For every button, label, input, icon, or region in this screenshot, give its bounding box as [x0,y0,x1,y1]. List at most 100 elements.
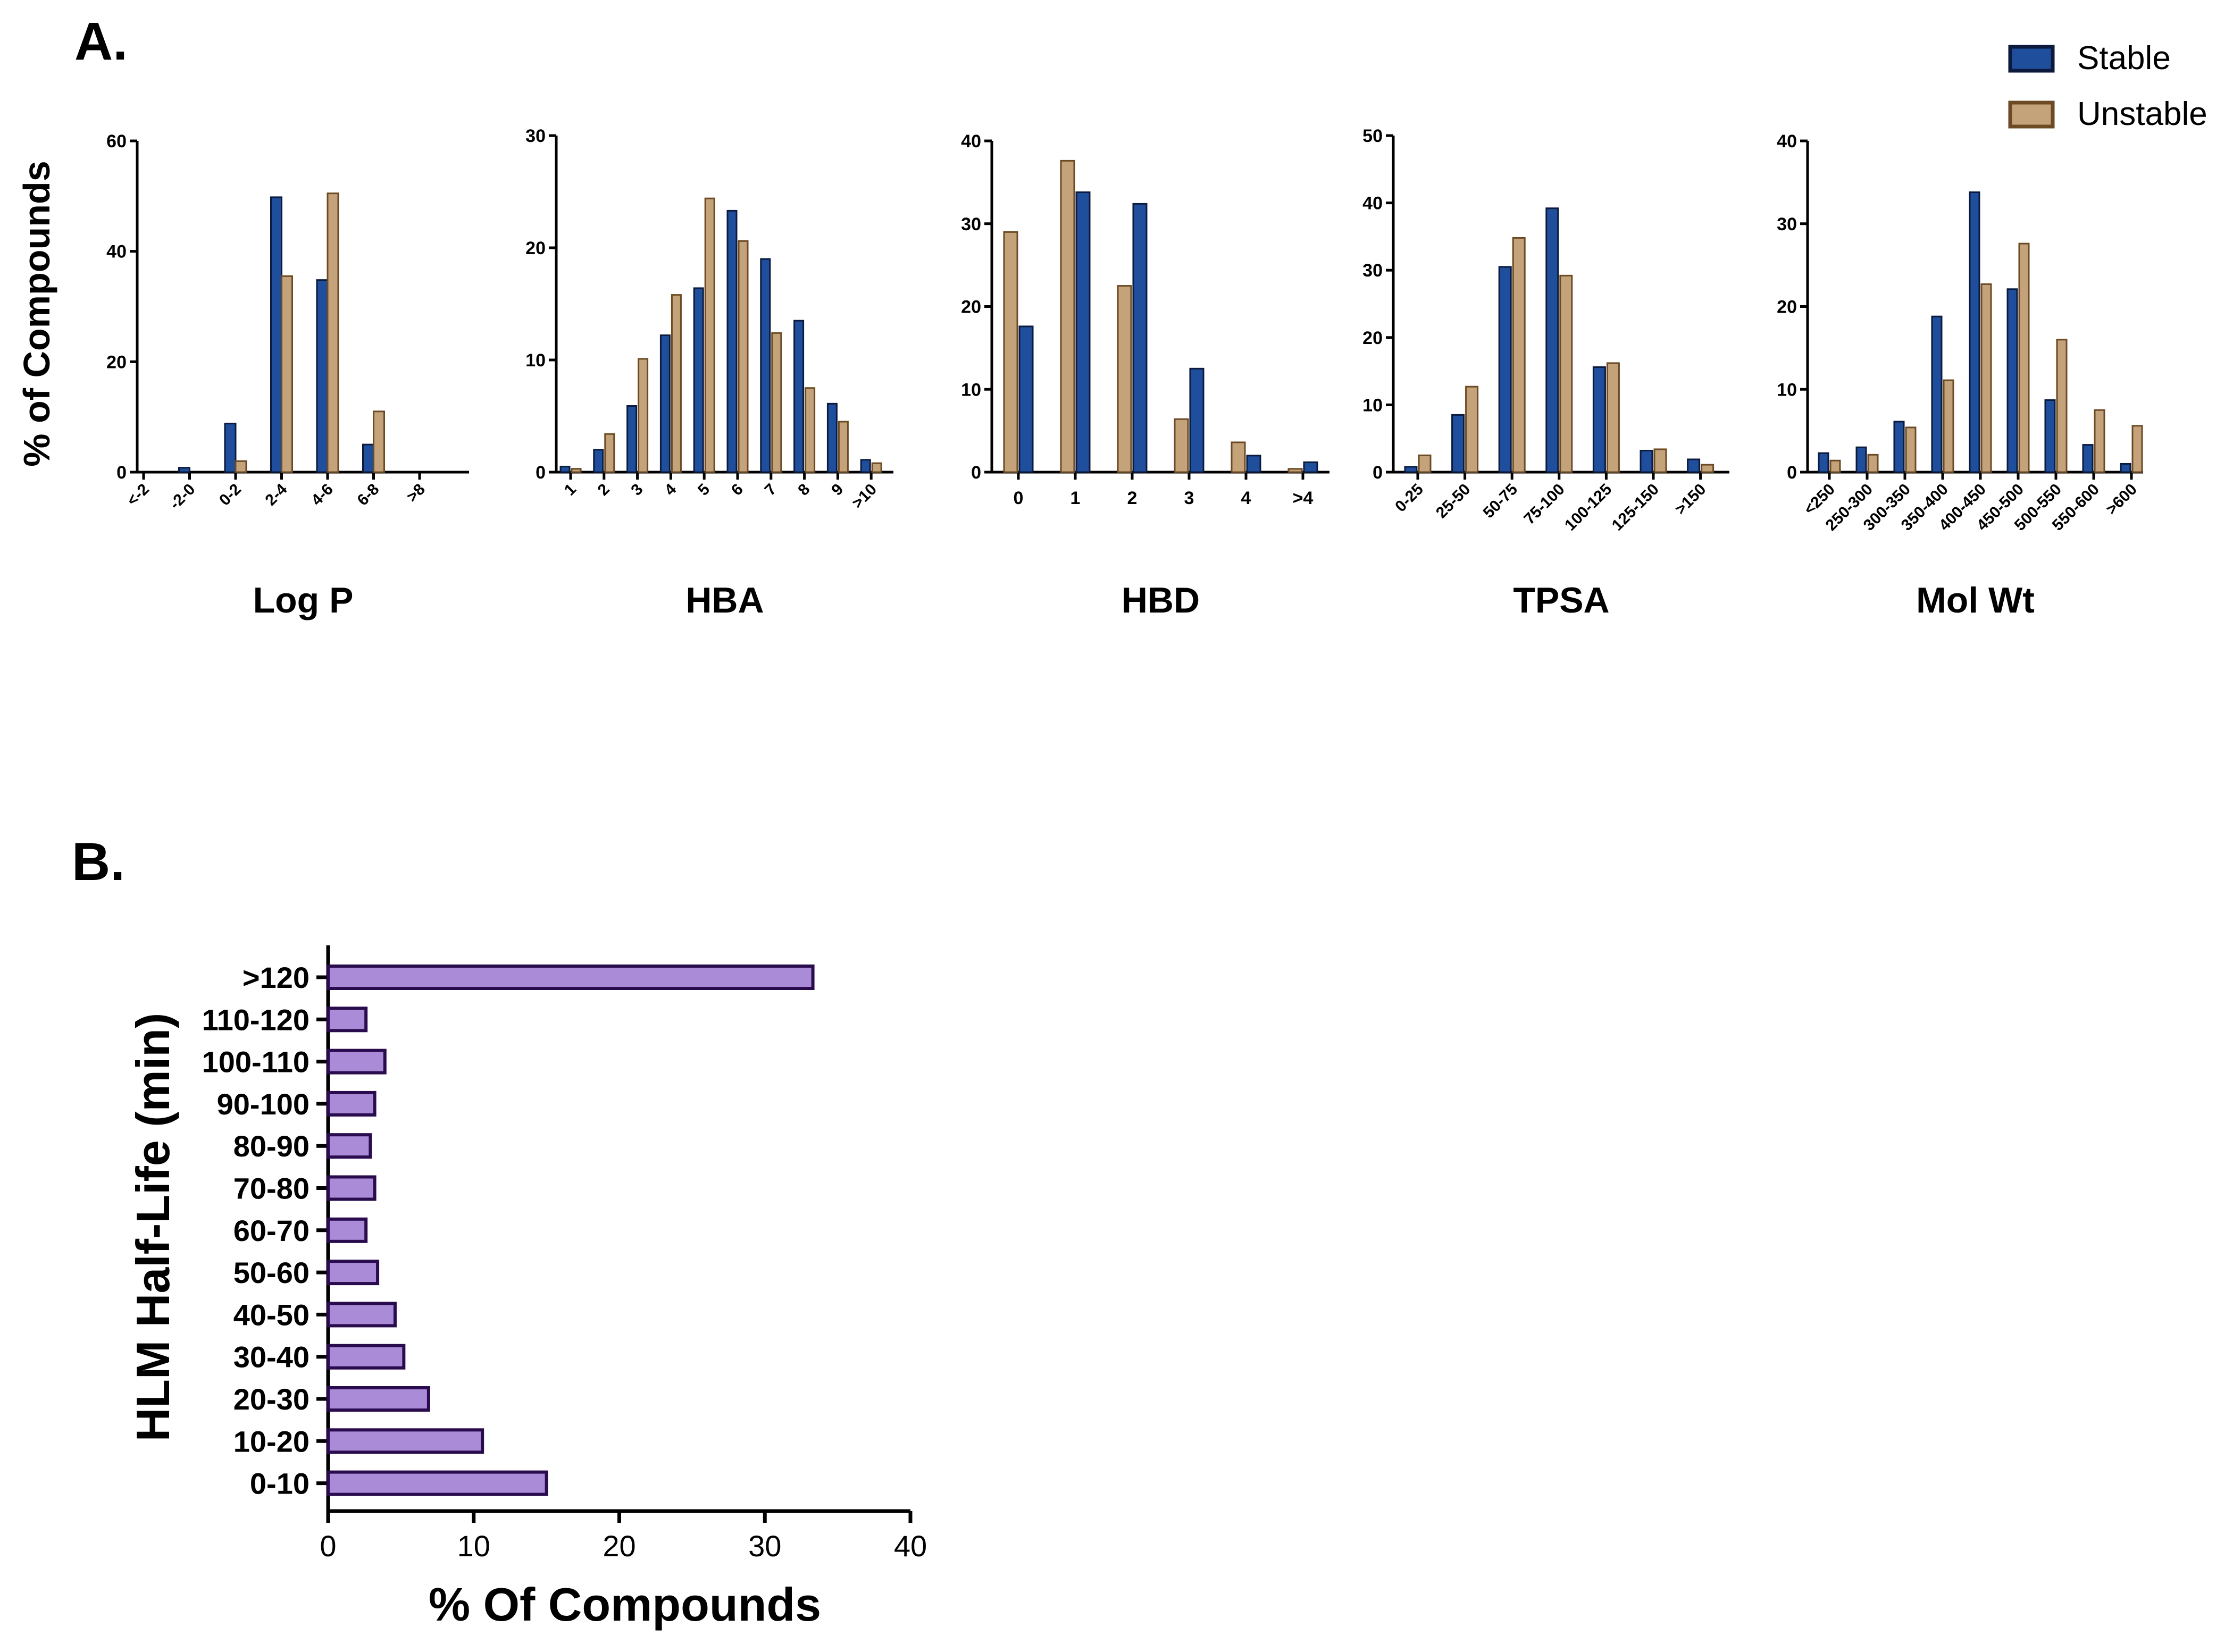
bar-unstable-50-75 [1512,237,1526,473]
bar-stable-2-4 [270,196,282,473]
x-tick-label-gt4: >4 [1293,488,1314,508]
bar-unstable-5 [704,197,715,473]
bar-stable-1 [1075,191,1091,473]
bar-unstable-1 [1060,160,1075,473]
panel-a-label: A. [74,12,128,71]
bar-unstable-350-400 [1943,379,1954,473]
y-tick-label: 40 [1777,131,1797,152]
bar-stable-gt10 [860,459,871,473]
y-tick-label-90-100: 90-100 [217,1087,310,1121]
bar-unstable-0-25 [1418,454,1432,473]
y-tick-label: 30 [961,214,981,234]
y-tick-label: 10 [525,350,546,371]
x-axis-title: Log P [253,580,354,620]
chart-molwt: 010203040<250250-300300-350350-400400-45… [1777,131,2143,620]
bar-unstable-2 [604,433,615,473]
bar-stable-550-600 [2082,444,2094,473]
x-tick-label-100-125: 100-125 [1561,481,1615,534]
x-tick-label-4-6: 4-6 [308,481,337,509]
bar-stable-9 [826,402,838,473]
bar-unstable-450-500 [2018,242,2030,473]
x-tick-label-gt8: >8 [403,481,429,506]
y-tick-label: 50 [1362,126,1383,146]
x-tick-label-0: 0 [1014,488,1024,508]
y-tick-label: 0 [116,463,127,483]
bar-stable-3 [626,405,638,473]
bar-hlm-30-40 [327,1344,406,1370]
bar-unstable-550-600 [2094,409,2105,473]
bar-unstable-gt600 [2131,425,2143,473]
bar-hlm-40-50 [327,1302,397,1328]
x-tick-label-3: 3 [628,481,646,499]
y-tick-label: 20 [525,238,546,258]
x-tick-label-6: 6 [728,481,747,499]
bar-stable-4-6 [316,279,329,473]
y-tick-label: 20 [961,297,981,317]
bar-hlm-110-120 [327,1007,368,1033]
x-tick-label-2: 2 [1127,488,1138,508]
x-tick-label-2-0: -2-0 [166,481,198,513]
chart-hlm-half-life: 0 10 20 30 40 >120 110-120 100-110 90-100 80-90 70… [127,945,927,1631]
bar-unstable-6-8 [373,410,385,473]
bar-hlm-70-80 [327,1175,377,1201]
x-tick-label: 30 [748,1529,781,1563]
y-tick-label: 20 [1777,297,1797,317]
bar-stable-350-400 [1931,315,1943,473]
bar-hlm-100-110 [327,1049,387,1075]
legend-swatch-unstable [2008,100,2055,129]
x-tick-label-4: 4 [661,480,680,499]
bar-stable-8 [793,320,805,473]
x-axis-title: HBA [685,580,764,620]
bar-hlm-gt120 [327,965,815,990]
x-tick-label-3: 3 [1184,488,1194,508]
x-tick-label: 10 [457,1529,490,1563]
y-tick-label-0-10: 0-10 [250,1467,310,1500]
bar-unstable-300-350 [1905,426,1917,473]
bar-stable-2 [593,449,604,473]
bar-unstable-250-300 [1867,454,1879,473]
y-tick-label-30-40: 30-40 [233,1340,310,1374]
bar-hlm-60-70 [327,1217,368,1243]
y-tick-label: 10 [1362,395,1383,415]
x-tick-label-8: 8 [794,481,813,499]
x-tick-label-25-50: 25-50 [1433,481,1474,522]
bar-unstable-25-50 [1465,385,1479,473]
y-tick-label: 40 [106,242,127,262]
x-tick-label-50-75: 50-75 [1480,481,1521,522]
y-tick-label: 40 [961,131,981,152]
bar-unstable-500-550 [2056,339,2068,473]
y-tick-label: 0 [536,463,546,483]
bar-stable-gt150 [1687,458,1701,473]
x-tick-label: 20 [603,1529,635,1563]
shared-y-axis-label: % of Compounds [16,161,57,466]
x-tick-label: 40 [894,1529,927,1563]
x-tick-label-7: 7 [762,481,780,499]
bar-stable-7 [760,258,771,473]
bar-unstable-gt10 [871,462,882,473]
bar-hlm-80-90 [327,1133,372,1159]
bar-stable-125-150 [1640,449,1653,473]
y-tick-label: 40 [1362,194,1383,214]
bar-stable-0-25 [1404,466,1418,473]
bar-stable-75-100 [1545,207,1559,473]
x-axis-title: Mol Wt [1916,580,2035,620]
y-tick-label-50-60: 50-60 [233,1256,310,1289]
x-tick-label: 0 [320,1529,336,1563]
bar-hlm-50-60 [327,1260,380,1286]
bar-unstable-0 [1003,231,1018,473]
y-tick-label: 30 [525,126,546,146]
y-axis-title: HLM Half-Life (min) [127,1013,179,1442]
x-axis-title: HBD [1122,580,1200,620]
chart-hbd: 0 10 20 30 40 0 1 2 3 4 >4 HBD [961,131,1329,620]
y-tick-label-70-80: 70-80 [233,1172,310,1205]
bar-unstable-1 [571,468,582,473]
legend-label-unstable: Unstable [2077,96,2207,132]
bar-stable-0 [1018,325,1034,473]
bar-stable-gt4 [1303,461,1318,473]
bar-stable-3 [1189,367,1205,473]
bar-unstable-7 [771,332,782,473]
x-tick-label-gt150: >150 [1671,481,1709,518]
bar-stable-250-300 [1855,446,1867,473]
bar-unstable-4 [671,294,682,473]
bar-hlm-10-20 [327,1428,484,1454]
